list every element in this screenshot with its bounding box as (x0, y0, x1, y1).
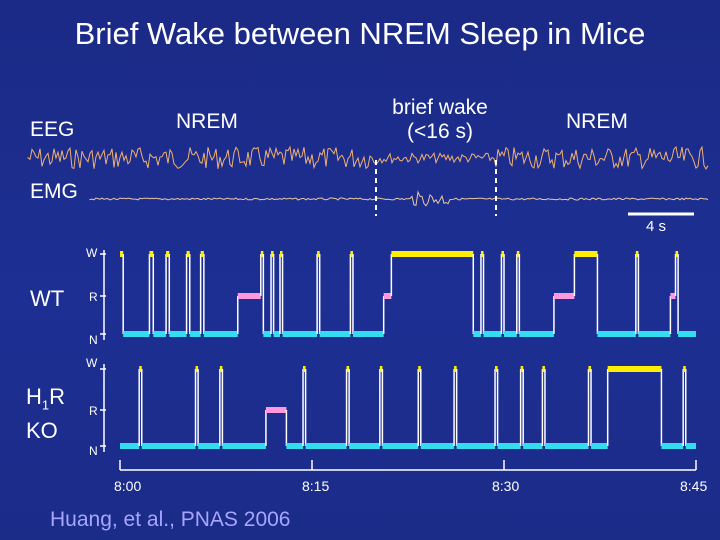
state-bar-1-20 (497, 443, 521, 449)
state-bar-1-6 (222, 443, 266, 449)
state-bar-0-34 (638, 331, 671, 337)
state-bar-1-8 (286, 443, 304, 449)
state-bar-1-1 (139, 366, 142, 372)
state-bar-1-5 (219, 366, 223, 372)
state-bar-0-9 (203, 331, 238, 337)
state-bar-0-24 (480, 251, 484, 257)
citation: Huang, et al., PNAS 2006 (50, 508, 291, 531)
state-bar-1-17 (454, 366, 457, 372)
state-bar-0-3 (153, 331, 167, 337)
state-bar-1-23 (542, 366, 545, 372)
panel-label-wt: WT (30, 286, 65, 311)
state-bar-0-37 (678, 331, 696, 337)
x-tick-label-0: 8:00 (114, 478, 142, 494)
state-bar-0-33 (635, 251, 639, 257)
x-tick-label-3: 8:45 (680, 478, 708, 494)
scale-bar-label: 4 s (646, 218, 667, 235)
state-bar-0-13 (271, 251, 274, 257)
state-bar-0-25 (483, 331, 502, 337)
state-bar-0-18 (319, 331, 351, 337)
eeg-trace (27, 145, 709, 171)
state-bar-0-27 (504, 331, 517, 337)
brief-wake-line1: brief wake (392, 96, 488, 119)
state-label-w-bottom: W (86, 356, 98, 370)
state-bar-0-19 (350, 251, 353, 257)
emg-label: EMG (30, 180, 78, 203)
state-bar-1-22 (523, 443, 543, 449)
nrem-right-label: NREM (566, 110, 628, 133)
state-bar-1-12 (349, 443, 380, 449)
state-bar-0-1 (123, 331, 150, 337)
state-bar-0-30 (553, 293, 575, 299)
state-bar-0-0 (120, 251, 124, 257)
state-bar-1-16 (420, 443, 455, 449)
state-bar-1-25 (588, 366, 592, 372)
state-bar-1-29 (683, 366, 686, 372)
nrem-left-label: NREM (176, 110, 238, 133)
state-bar-0-12 (263, 331, 272, 337)
state-bar-1-18 (456, 443, 496, 449)
state-bar-0-32 (597, 331, 636, 337)
state-bar-0-11 (260, 251, 264, 257)
state-bar-0-21 (383, 293, 392, 299)
state-label-w-top: W (86, 246, 98, 260)
state-bar-1-3 (195, 366, 199, 372)
state-bar-0-28 (516, 251, 520, 257)
emg-trace (89, 190, 709, 207)
state-bar-1-7 (265, 407, 287, 413)
state-label-r-bottom: R (89, 404, 98, 418)
state-bar-0-22 (391, 251, 474, 257)
x-tick-label-1: 8:15 (302, 478, 330, 494)
state-bar-1-15 (418, 366, 421, 372)
state-bar-0-10 (237, 293, 261, 299)
state-bar-0-36 (675, 251, 679, 257)
state-bar-0-15 (280, 251, 283, 257)
state-bar-1-24 (544, 443, 589, 449)
state-bar-0-2 (149, 251, 154, 257)
x-tick-label-2: 8:30 (492, 478, 520, 494)
state-bar-1-11 (346, 366, 350, 372)
state-bar-0-6 (186, 251, 190, 257)
state-bar-1-30 (685, 443, 696, 449)
state-bar-0-8 (200, 251, 204, 257)
state-label-r-top: R (89, 290, 98, 304)
state-bar-1-9 (303, 366, 306, 372)
state-bar-0-5 (169, 331, 187, 337)
state-bar-0-7 (189, 331, 201, 337)
state-bar-0-31 (574, 251, 598, 257)
state-bar-0-17 (317, 251, 320, 257)
state-bar-0-20 (352, 331, 384, 337)
state-bar-1-19 (495, 366, 498, 372)
state-label-n-top: N (89, 333, 98, 347)
state-bar-0-4 (166, 251, 170, 257)
state-bar-0-29 (519, 331, 554, 337)
eeg-label: EEG (30, 118, 75, 141)
state-bar-0-14 (273, 331, 280, 337)
slide-title: Brief Wake between NREM Sleep in Mice (74, 16, 646, 51)
state-bar-0-16 (282, 331, 318, 337)
panel-label-h1r-ko: H1R KO (26, 384, 66, 444)
state-bar-1-13 (379, 366, 383, 372)
state-bar-1-21 (520, 366, 524, 372)
state-bar-1-0 (120, 443, 140, 449)
state-bar-0-23 (473, 331, 481, 337)
state-bar-1-14 (382, 443, 419, 449)
brief-wake-line2: (<16 s) (407, 120, 473, 143)
state-label-n-bottom: N (89, 444, 98, 458)
state-bar-1-10 (305, 443, 347, 449)
state-bar-1-4 (198, 443, 220, 449)
state-bar-1-26 (591, 443, 608, 449)
state-bar-0-26 (501, 251, 504, 257)
state-bar-1-28 (661, 443, 684, 449)
brief-wake-label: brief wake (<16 s) (370, 96, 510, 144)
state-bar-0-35 (670, 293, 676, 299)
state-bar-1-2 (141, 443, 196, 449)
state-bar-1-27 (607, 366, 662, 372)
